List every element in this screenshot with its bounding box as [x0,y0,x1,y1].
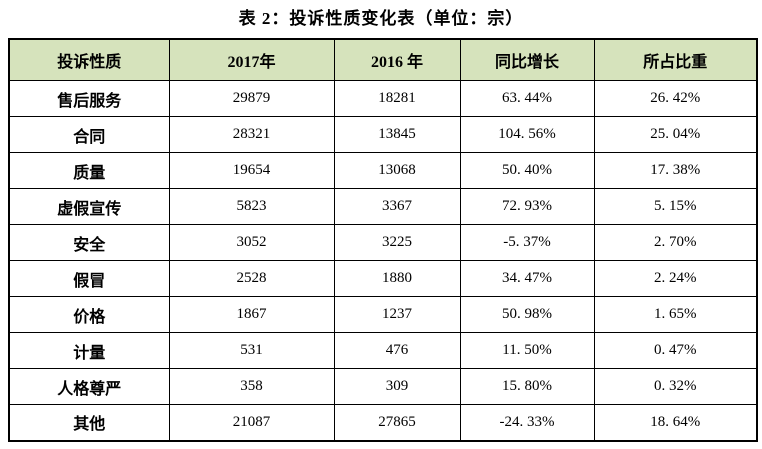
table-row: 虚假宣传 5823 3367 72. 93% 5. 15% [8,188,758,225]
col-header-yoy-growth: 同比增长 [459,38,595,81]
row-label: 售后服务 [8,80,170,117]
cell-2017: 19654 [168,152,335,189]
cell-2017: 5823 [168,188,335,225]
cell-share: 0. 47% [593,332,758,369]
complaint-nature-table: 投诉性质 2017年 2016 年 同比增长 所占比重 售后服务 29879 1… [8,38,758,442]
cell-2016: 3225 [333,224,461,261]
table-title: 表 2：投诉性质变化表（单位：宗） [238,9,524,28]
cell-share: 2. 70% [593,224,758,261]
cell-2016: 1880 [333,260,461,297]
cell-2017: 3052 [168,224,335,261]
cell-growth: -5. 37% [459,224,595,261]
cell-2016: 476 [333,332,461,369]
row-label: 假冒 [8,260,170,297]
table-row: 安全 3052 3225 -5. 37% 2. 70% [8,224,758,261]
col-header-2017: 2017年 [168,38,335,81]
cell-share: 18. 64% [593,404,758,441]
cell-2017: 2528 [168,260,335,297]
cell-growth: 15. 80% [459,368,595,405]
row-label: 质量 [8,152,170,189]
cell-2016: 309 [333,368,461,405]
cell-2017: 21087 [168,404,335,441]
table-row: 质量 19654 13068 50. 40% 17. 38% [8,152,758,189]
table-row: 计量 531 476 11. 50% 0. 47% [8,332,758,369]
row-label: 人格尊严 [8,368,170,405]
cell-growth: 11. 50% [459,332,595,369]
cell-2016: 3367 [333,188,461,225]
cell-share: 25. 04% [593,116,758,153]
cell-2016: 1237 [333,296,461,333]
cell-2016: 18281 [333,80,461,117]
cell-share: 26. 42% [593,80,758,117]
table-row: 假冒 2528 1880 34. 47% 2. 24% [8,260,758,297]
cell-share: 2. 24% [593,260,758,297]
cell-growth: 34. 47% [459,260,595,297]
header-row: 投诉性质 2017年 2016 年 同比增长 所占比重 [8,38,758,81]
table-row: 合同 28321 13845 104. 56% 25. 04% [8,116,758,153]
cell-2017: 531 [168,332,335,369]
cell-growth: 50. 98% [459,296,595,333]
cell-growth: 50. 40% [459,152,595,189]
cell-2017: 28321 [168,116,335,153]
cell-share: 5. 15% [593,188,758,225]
cell-share: 0. 32% [593,368,758,405]
cell-growth: -24. 33% [459,404,595,441]
cell-2016: 13845 [333,116,461,153]
cell-growth: 63. 44% [459,80,595,117]
row-label: 其他 [8,404,170,441]
cell-2016: 13068 [333,152,461,189]
cell-2017: 1867 [168,296,335,333]
cell-2017: 29879 [168,80,335,117]
row-label: 合同 [8,116,170,153]
cell-2016: 27865 [333,404,461,441]
col-header-share: 所占比重 [593,38,758,81]
cell-growth: 104. 56% [459,116,595,153]
table-row: 价格 1867 1237 50. 98% 1. 65% [8,296,758,333]
cell-growth: 72. 93% [459,188,595,225]
table-row: 人格尊严 358 309 15. 80% 0. 32% [8,368,758,405]
row-label: 安全 [8,224,170,261]
col-header-2016: 2016 年 [333,38,461,81]
col-header-complaint-nature: 投诉性质 [8,38,170,81]
table-row: 售后服务 29879 18281 63. 44% 26. 42% [8,80,758,117]
row-label: 价格 [8,296,170,333]
cell-2017: 358 [168,368,335,405]
table-row: 其他 21087 27865 -24. 33% 18. 64% [8,404,758,441]
row-label: 计量 [8,332,170,369]
cell-share: 1. 65% [593,296,758,333]
row-label: 虚假宣传 [8,188,170,225]
cell-share: 17. 38% [593,152,758,189]
